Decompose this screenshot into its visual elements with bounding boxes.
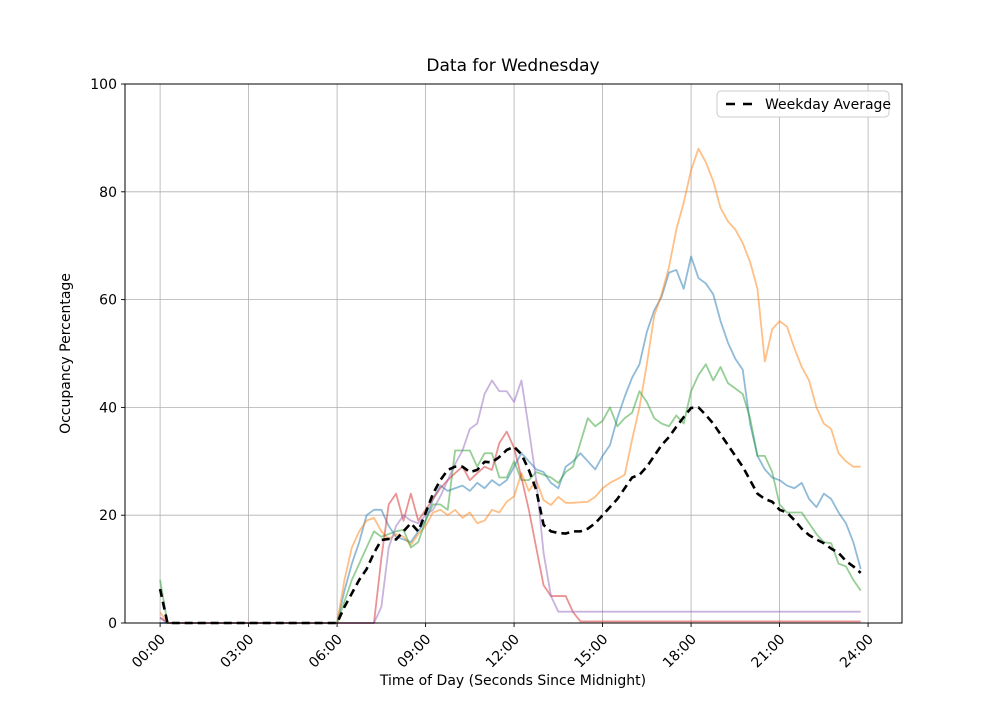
- x-tick-label: 24:00: [837, 632, 877, 672]
- y-tick-label: 60: [99, 293, 117, 309]
- x-axis-label: Time of Day (Seconds Since Midnight): [379, 673, 646, 689]
- series-line-3: [159, 363, 862, 624]
- legend-label: Weekday Average: [765, 97, 891, 113]
- grid-layer: [125, 83, 902, 624]
- series-line-2: [159, 147, 861, 624]
- tick-layer: 00:00 03:00 06:00 09:00 12:00 15:00 18:00 21:00…: [90, 77, 877, 671]
- y-tick-label: 20: [99, 508, 117, 524]
- legend-box: [716, 90, 890, 118]
- x-tick-label: 21:00: [749, 632, 789, 672]
- x-tick-label: 09:00: [395, 632, 435, 672]
- plot-border: [124, 83, 903, 624]
- x-tick-label: 15:00: [572, 632, 612, 672]
- x-tick-label: 03:00: [218, 632, 258, 672]
- legend: Weekday Average: [716, 90, 891, 118]
- x-tick-label: 12:00: [483, 632, 523, 672]
- x-tick-label: 06:00: [306, 632, 346, 672]
- series-layer: [158, 147, 862, 625]
- y-axis-label: Occupancy Percentage: [58, 273, 74, 434]
- y-tick-label: 100: [90, 77, 117, 93]
- y-tick-label: 80: [99, 185, 117, 201]
- y-tick-label: 0: [108, 616, 117, 632]
- x-tick-label: 18:00: [660, 632, 700, 672]
- series-line-4: [159, 430, 861, 624]
- series-line-5: [159, 379, 861, 624]
- y-tick-label: 40: [99, 400, 117, 416]
- x-tick-label: 00:00: [129, 632, 169, 672]
- chart-title: Data for Wednesday: [426, 56, 599, 76]
